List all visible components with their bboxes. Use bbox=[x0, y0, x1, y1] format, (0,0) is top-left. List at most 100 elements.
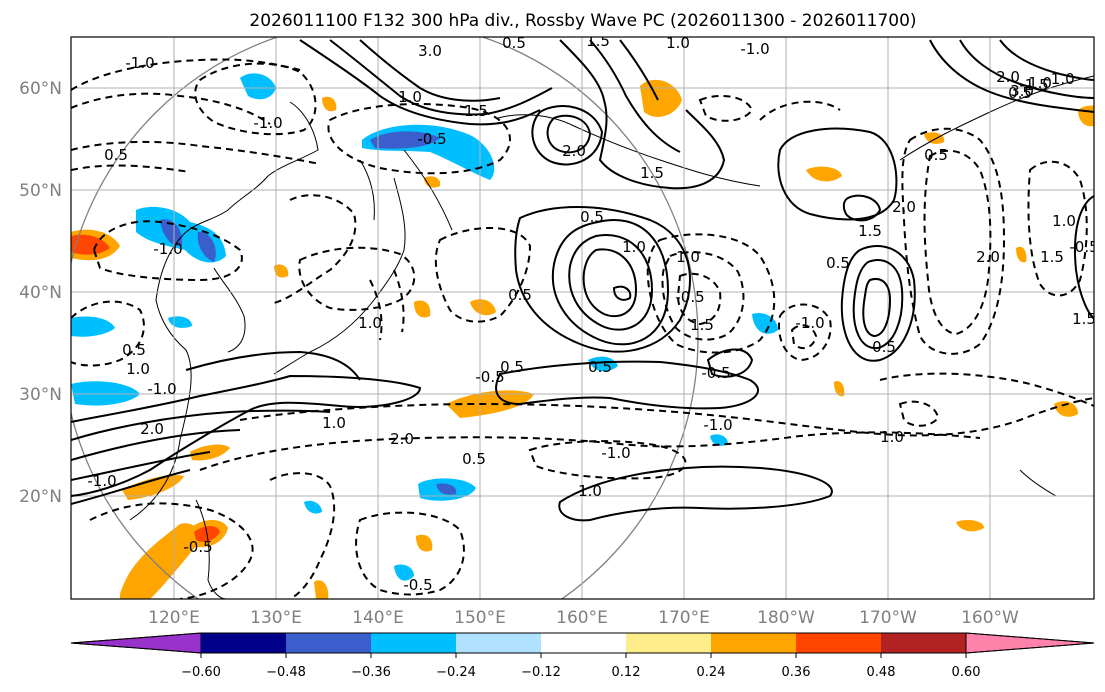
contour-line bbox=[778, 303, 832, 362]
contour-line bbox=[999, 39, 1094, 81]
contour-label: 1.0 bbox=[398, 88, 422, 106]
contour-line bbox=[327, 103, 511, 175]
contour-label: 1.5 bbox=[586, 32, 610, 50]
coastline-japan bbox=[273, 177, 406, 375]
contour-line bbox=[299, 39, 541, 126]
coastlines bbox=[129, 75, 1094, 599]
gridlines bbox=[71, 37, 1094, 599]
colorbar-segment bbox=[371, 633, 456, 653]
contour-line bbox=[185, 350, 361, 381]
colorbar-tick-label: 0.48 bbox=[867, 665, 896, 680]
shade-patch bbox=[414, 300, 431, 318]
coastline-sakhalin bbox=[359, 159, 375, 221]
contour-label: 0.5 bbox=[508, 286, 532, 304]
colorbar-segment bbox=[626, 633, 711, 653]
contour-label: 0.5 bbox=[500, 358, 524, 376]
shade-patch bbox=[304, 500, 322, 514]
contour-line bbox=[589, 39, 681, 153]
contour-line bbox=[777, 127, 898, 221]
contours-negative bbox=[71, 58, 1094, 599]
map-frame bbox=[70, 36, 1095, 600]
contour-line bbox=[92, 220, 243, 282]
coastline-hawaii bbox=[1019, 469, 1057, 497]
contour-label: 1.0 bbox=[880, 428, 904, 446]
contour-label: 0.5 bbox=[462, 450, 486, 468]
contour-line bbox=[71, 300, 145, 367]
contour-line bbox=[369, 279, 383, 341]
contour-label: 1.0 bbox=[358, 314, 382, 332]
figure-title: 2026011100 F132 300 hPa div., Rossby Wav… bbox=[249, 11, 916, 31]
colorbar-tick-label: −0.24 bbox=[436, 665, 476, 680]
shade-patch bbox=[640, 79, 682, 117]
contour-line bbox=[929, 39, 1094, 113]
contour-label: 1.0 bbox=[1028, 74, 1052, 92]
contour-label: 1.5 bbox=[1040, 248, 1064, 266]
shade-patch bbox=[446, 390, 534, 418]
contour-line bbox=[559, 39, 726, 190]
contour-label: -1.0 bbox=[601, 444, 630, 462]
shade-patch bbox=[314, 580, 329, 599]
contour-label: 1.0 bbox=[322, 414, 346, 432]
contour-label: 3.0 bbox=[418, 42, 442, 60]
contour-line bbox=[923, 149, 992, 336]
contour-line bbox=[298, 246, 416, 311]
coastline-alaska-arc bbox=[497, 114, 761, 187]
contour-line bbox=[661, 251, 745, 341]
contour-label: -0.5 bbox=[675, 288, 704, 306]
shade-patch bbox=[436, 483, 457, 495]
contour-line bbox=[514, 206, 691, 353]
shade-patch bbox=[956, 520, 984, 532]
contour-label: -1.0 bbox=[1045, 70, 1074, 88]
contour-label: 0.5 bbox=[104, 146, 128, 164]
contour-label: -0.5 bbox=[183, 538, 212, 556]
lon-tick-label: 140°E bbox=[352, 608, 404, 628]
contour-label: 2.0 bbox=[140, 420, 164, 438]
shade-patch bbox=[274, 264, 289, 278]
contour-line bbox=[840, 245, 916, 362]
contour-label: 1.0 bbox=[622, 238, 646, 256]
lat-tick-label: 40°N bbox=[19, 283, 62, 303]
colorbar-tick-label: −0.48 bbox=[266, 665, 306, 680]
contour-label: -1.0 bbox=[153, 240, 182, 258]
lon-tick-label: 160°W bbox=[961, 608, 1019, 628]
lon-tick-label: 170°W bbox=[859, 608, 917, 628]
contour-line bbox=[239, 397, 1094, 437]
contour-label: 0.5 bbox=[122, 341, 146, 359]
contour-line bbox=[582, 248, 638, 318]
shade-patch bbox=[834, 380, 845, 397]
contour-line bbox=[269, 472, 336, 599]
colorbar-extend-min bbox=[70, 632, 202, 654]
lon-axis: 120°E 130°E 140°E 150°E 160°E 170°E 180°… bbox=[148, 608, 1019, 628]
contour-label: 2.0 bbox=[892, 198, 916, 216]
lon-tick-label: 130°E bbox=[250, 608, 302, 628]
contour-line bbox=[759, 100, 841, 121]
coastline-kurils bbox=[403, 149, 453, 231]
contour-label: 2.0 bbox=[976, 248, 1000, 266]
contour-label: 0.5 bbox=[1008, 84, 1032, 102]
contour-line bbox=[71, 469, 191, 505]
shade-patch bbox=[394, 564, 414, 581]
shade-patch bbox=[120, 523, 200, 599]
contour-label: 1.0 bbox=[578, 482, 602, 500]
contour-line bbox=[89, 502, 254, 599]
contour-line bbox=[71, 92, 271, 125]
shaded-divergence bbox=[71, 73, 1094, 599]
lon-tick-label: 150°E bbox=[454, 608, 506, 628]
contour-line bbox=[71, 409, 331, 441]
contour-line bbox=[329, 39, 553, 116]
contour-line bbox=[646, 233, 776, 354]
lon-tick-label: 160°E bbox=[556, 608, 608, 628]
contour-line bbox=[434, 226, 532, 323]
colorbar-tick-label: 0.60 bbox=[952, 665, 981, 680]
coastline-korea bbox=[213, 267, 246, 353]
contour-line bbox=[898, 400, 940, 427]
contour-label: 0.5 bbox=[588, 358, 612, 376]
contour-label: -0.5 bbox=[1069, 238, 1098, 256]
contour-label: 1.0 bbox=[1052, 212, 1076, 230]
contour-label: -1.5 bbox=[1019, 76, 1048, 94]
contour-line bbox=[269, 194, 357, 305]
shade-patch bbox=[71, 381, 140, 406]
contour-label: 0.5 bbox=[924, 146, 948, 164]
colorbar-tick-label: 0.36 bbox=[782, 665, 811, 680]
